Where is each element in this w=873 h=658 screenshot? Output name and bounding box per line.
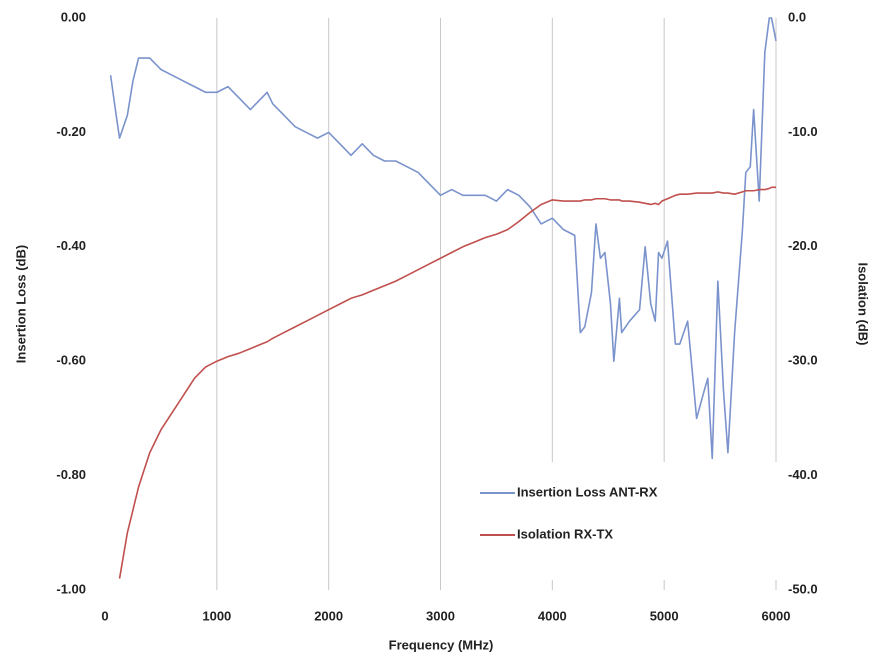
y-tick-label: -0.80 [56, 467, 86, 482]
x-axis-title: Frequency (MHz) [389, 637, 494, 652]
y2-tick-label: -50.0 [788, 581, 818, 596]
legend-label: Isolation RX-TX [517, 526, 613, 541]
y-tick-label: 0.00 [61, 9, 86, 24]
y2-tick-label: -20.0 [788, 238, 818, 253]
x-tick-label: 5000 [650, 608, 679, 623]
y-tick-label: -0.40 [56, 238, 86, 253]
y2-tick-label: -40.0 [788, 467, 818, 482]
x-tick-label: 6000 [762, 608, 791, 623]
y2-tick-label: 0.0 [788, 9, 806, 24]
legend-label: Insertion Loss ANT-RX [517, 484, 658, 499]
legend-box [462, 462, 780, 580]
y-tick-label: -1.00 [56, 581, 86, 596]
y2-axis-title: Isolation (dB) [856, 262, 871, 345]
series-line [109, 17, 777, 460]
x-tick-label: 3000 [426, 608, 455, 623]
x-tick-label: 0 [101, 608, 108, 623]
x-tick-label: 4000 [538, 608, 567, 623]
series-line [118, 186, 776, 579]
y-tick-label: -0.60 [56, 353, 86, 368]
x-tick-label: 1000 [202, 608, 231, 623]
y2-tick-label: -30.0 [788, 353, 818, 368]
y2-tick-label: -10.0 [788, 124, 818, 139]
x-tick-label: 2000 [314, 608, 343, 623]
y-axis-title: Insertion Loss (dB) [13, 245, 28, 363]
y-tick-label: -0.20 [56, 124, 86, 139]
